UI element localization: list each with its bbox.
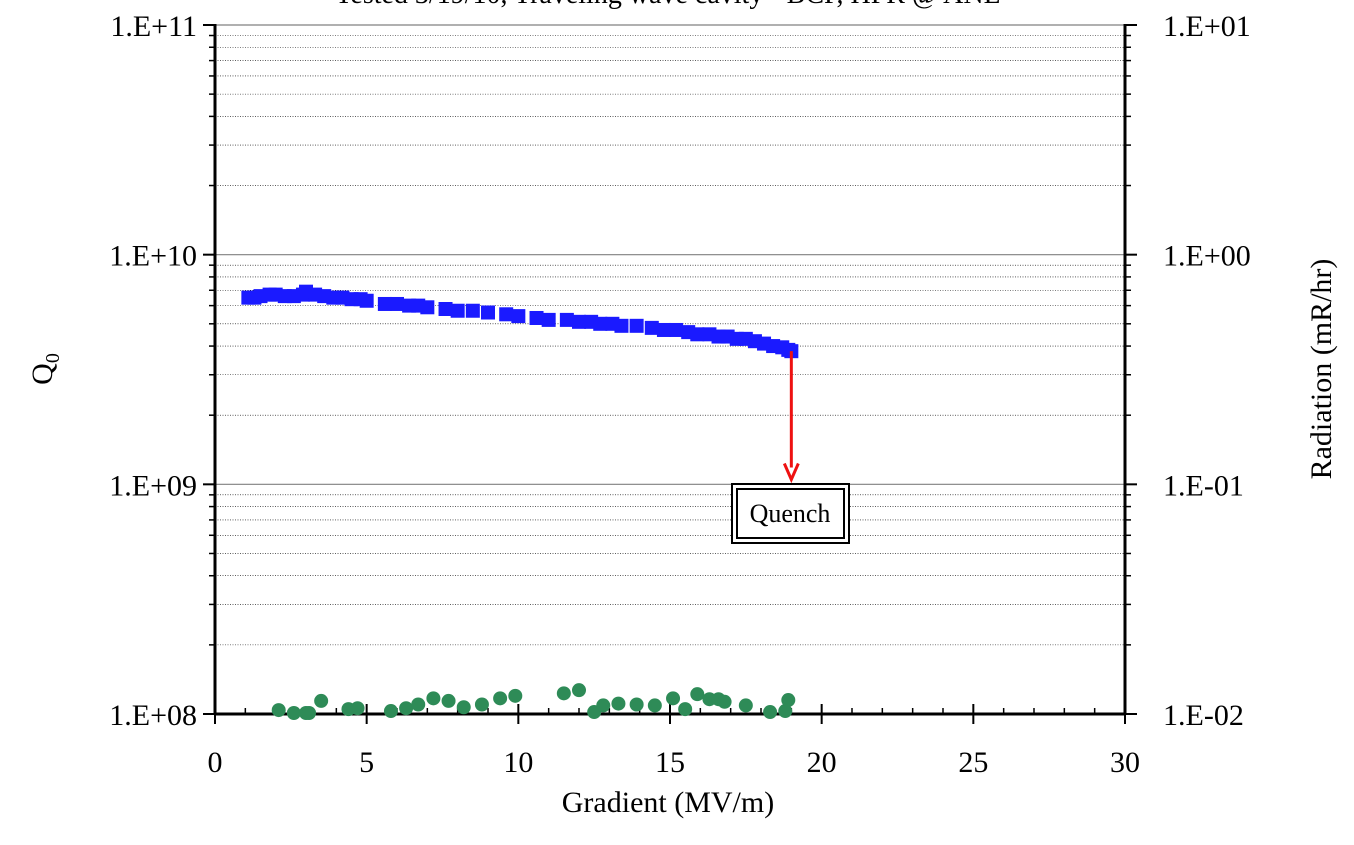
x-tick-label: 20 bbox=[807, 746, 837, 779]
radiation-point bbox=[738, 698, 753, 713]
q0-point bbox=[481, 305, 495, 320]
q0-point bbox=[593, 316, 608, 331]
radiation-point bbox=[629, 697, 644, 712]
x-axis-title: Gradient (MV/m) bbox=[562, 786, 774, 819]
radiation-point bbox=[399, 701, 414, 716]
radiation-point bbox=[314, 693, 329, 708]
chart-title: Tested 3/19/10, Traveling wave cavity - … bbox=[335, 0, 1000, 10]
axes bbox=[213, 24, 1127, 716]
radiation-point bbox=[647, 698, 662, 713]
radiation-point bbox=[763, 705, 778, 720]
q0-point bbox=[377, 296, 392, 311]
tick-labels: 0 5 10 15 20 25 30 1.E+08 1.E+09 1.E+10 1.E+11 1.E-… bbox=[109, 10, 1251, 779]
radiation-point bbox=[678, 702, 693, 717]
q0-point bbox=[529, 310, 544, 325]
q0-point bbox=[511, 309, 526, 324]
radiation-point bbox=[271, 703, 286, 718]
q0-point bbox=[644, 320, 659, 335]
q0-point bbox=[629, 318, 644, 333]
y-tick-label-left: 1.E+11 bbox=[110, 10, 197, 43]
q0-point bbox=[359, 293, 374, 308]
y-axis-title-main: Q bbox=[26, 363, 59, 385]
q0-point bbox=[438, 301, 453, 316]
radiation-point bbox=[556, 686, 571, 701]
q0-point bbox=[559, 312, 574, 327]
quench-arrow-head bbox=[782, 462, 800, 484]
x-tick-label: 10 bbox=[503, 746, 533, 779]
annotation-box-outer bbox=[731, 483, 850, 544]
annotation-box-inner bbox=[736, 488, 845, 539]
tick-marks bbox=[203, 24, 1137, 724]
q0-point bbox=[465, 303, 480, 318]
x-tick-label: 15 bbox=[655, 746, 685, 779]
quench-annotation bbox=[782, 351, 800, 484]
y-tick-label-right: 1.E+00 bbox=[1163, 240, 1251, 273]
q0-point bbox=[420, 300, 435, 315]
y-tick-label-right: 1.E-02 bbox=[1163, 699, 1244, 732]
x-tick-label: 5 bbox=[359, 746, 374, 779]
radiation-point bbox=[350, 701, 365, 716]
radiation-point bbox=[426, 691, 441, 706]
series-q0 bbox=[241, 284, 799, 359]
q0-point bbox=[656, 322, 671, 337]
x-tick-label: 30 bbox=[1110, 746, 1140, 779]
annotation-label: Quench bbox=[750, 499, 831, 528]
grid-lines bbox=[215, 24, 1125, 715]
radiation-point bbox=[596, 698, 611, 713]
radiation-point bbox=[572, 683, 586, 698]
y-tick-label-left: 1.E+09 bbox=[109, 469, 197, 502]
radiation-point bbox=[286, 706, 301, 721]
radiation-point bbox=[493, 691, 508, 706]
radiation-point bbox=[690, 687, 705, 702]
radiation-point bbox=[781, 693, 796, 708]
q0-point bbox=[499, 307, 514, 322]
y-axis-title-left: Q0 bbox=[26, 353, 64, 385]
y-axis-title-sub: 0 bbox=[42, 353, 64, 363]
q0-point bbox=[541, 312, 556, 327]
radiation-point bbox=[383, 704, 398, 719]
radiation-point bbox=[441, 693, 456, 708]
y-tick-label-right: 1.E+01 bbox=[1163, 10, 1251, 43]
radiation-point bbox=[474, 697, 489, 712]
radiation-point bbox=[778, 704, 793, 719]
radiation-point bbox=[666, 691, 681, 706]
q0-point bbox=[669, 322, 684, 337]
radiation-point bbox=[611, 696, 626, 711]
series-radiation bbox=[271, 683, 796, 721]
q0-point bbox=[572, 314, 586, 329]
radiation-point bbox=[508, 688, 523, 703]
q0-point bbox=[614, 318, 629, 333]
q0-point bbox=[450, 303, 465, 318]
y-axis-title-right: Radiation (mR/hr) bbox=[1305, 259, 1338, 480]
y-tick-label-left: 1.E+10 bbox=[109, 240, 197, 273]
radiation-point bbox=[456, 700, 471, 715]
radiation-point bbox=[302, 706, 317, 721]
x-tick-label: 0 bbox=[208, 746, 223, 779]
q0-point bbox=[390, 296, 404, 311]
radiation-point bbox=[717, 694, 732, 709]
q0-point bbox=[690, 327, 705, 342]
radiation-point bbox=[411, 697, 426, 712]
x-tick-label: 25 bbox=[958, 746, 988, 779]
y-tick-label-right: 1.E-01 bbox=[1163, 469, 1244, 502]
y-tick-label-left: 1.E+08 bbox=[109, 699, 197, 732]
